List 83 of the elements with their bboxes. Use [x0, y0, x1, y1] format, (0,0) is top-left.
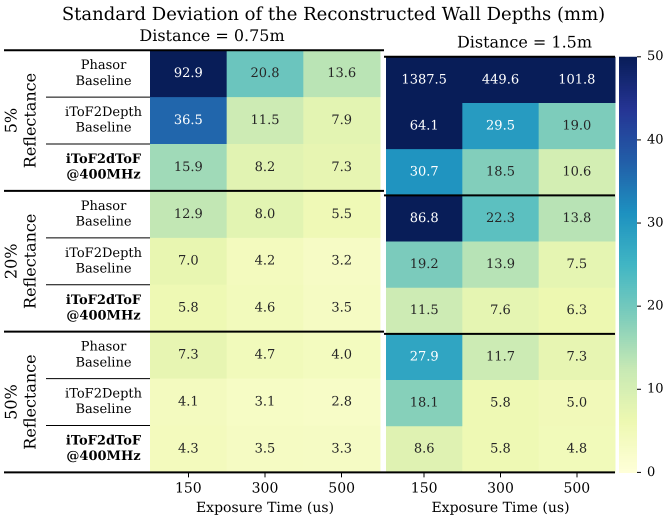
text: 50% Reflectance — [2, 354, 40, 450]
data-label: 13.6 — [327, 66, 356, 82]
data-label: 13.8 — [562, 210, 592, 226]
color-bar-label: 10 — [647, 382, 664, 397]
data-label: 5.5 — [331, 206, 352, 222]
x-tick-label: 500 — [328, 480, 356, 496]
x-tick-label: 300 — [487, 480, 514, 496]
data-label: 86.8 — [410, 210, 439, 226]
data-label: 15.9 — [174, 160, 203, 175]
data-label: 7.9 — [331, 112, 352, 128]
data-label: 4.7 — [254, 347, 276, 362]
data-label: 12.9 — [174, 206, 203, 222]
data-label: 8.6 — [414, 442, 435, 457]
data-label: 5.0 — [566, 396, 588, 411]
data-label: 7.6 — [490, 303, 511, 318]
y-tick-label: iToF2dToF @400MHz — [66, 292, 142, 324]
data-label: 13.9 — [486, 256, 515, 272]
color-bar-label: 40 — [647, 132, 664, 148]
color-bar-label: 0 — [647, 464, 656, 480]
y-tick-label: Phasor Baseline — [75, 198, 132, 230]
data-label: 5.8 — [490, 396, 511, 411]
data-label: 18.1 — [410, 396, 439, 411]
data-label: 4.8 — [566, 442, 588, 457]
data-label: 20.8 — [250, 66, 280, 82]
data-label: 3.2 — [331, 254, 352, 269]
data-label: 3.3 — [331, 441, 352, 456]
data-label: 4.3 — [178, 441, 199, 456]
color-bar-label: 20 — [647, 298, 664, 314]
data-label: 3.5 — [254, 441, 276, 456]
x-axis-title: Exposure Time (us) — [431, 500, 570, 516]
chart-subtitle: Distance = 1.5m — [456, 32, 592, 52]
x-axis-title: Exposure Time (us) — [196, 500, 334, 516]
data-label: 7.3 — [178, 347, 199, 362]
color-bar-label: 50 — [647, 49, 664, 64]
data-label: 18.5 — [486, 164, 515, 180]
data-label: 4.6 — [254, 300, 276, 316]
y-tick-label: iToF2Depth Baseline — [65, 386, 143, 418]
data-label: 92.9 — [174, 66, 203, 82]
chart-subtitle: Distance = 0.75m — [139, 26, 285, 45]
data-label: 19.2 — [410, 256, 439, 272]
data-label: 22.3 — [486, 210, 515, 226]
data-label: 1387.5 — [401, 72, 447, 88]
data-label: 64.1 — [410, 118, 439, 134]
chart-title: Standard Deviation of the Reconstructed Wall Depths (mm) — [60, 4, 606, 26]
data-label: 449.6 — [482, 72, 520, 88]
data-label: 5.8 — [490, 442, 511, 457]
data-label: 3.5 — [331, 300, 352, 316]
x-tick-label: 150 — [410, 480, 438, 496]
data-label: 4.0 — [331, 347, 352, 362]
data-label: 2.8 — [331, 394, 352, 410]
x-tick-label: 500 — [563, 480, 590, 496]
data-label: 7.5 — [566, 256, 588, 272]
data-label: 10.6 — [562, 164, 592, 180]
data-label: 36.5 — [174, 112, 203, 128]
data-label: 4.2 — [254, 254, 276, 269]
data-label: 3.1 — [254, 394, 276, 410]
x-tick-label: 150 — [174, 480, 202, 496]
y-tick-label: iToF2Depth Baseline — [65, 246, 143, 276]
x-tick-label: 300 — [252, 480, 278, 496]
color-bar-label: 30 — [647, 215, 664, 230]
y-tick-label: iToF2dToF @400MHz — [66, 152, 142, 183]
data-label: 7.3 — [566, 349, 588, 364]
data-label: 5.8 — [178, 300, 199, 316]
data-label: 8.2 — [254, 160, 276, 175]
y-tick-label: iToF2Depth Baseline — [65, 105, 143, 136]
text: 20% Reflectance — [2, 214, 40, 309]
data-label: 6.3 — [566, 303, 588, 318]
data-label: 11.7 — [486, 349, 515, 364]
y-tick-label: Phasor Baseline — [75, 58, 132, 89]
data-label: 11.5 — [410, 303, 439, 318]
data-label: 11.5 — [250, 112, 280, 128]
data-label: 7.0 — [178, 254, 199, 269]
data-label: 27.9 — [410, 349, 439, 364]
data-label: 30.7 — [410, 164, 439, 180]
y-tick-label: iToF2dToF @400MHz — [66, 434, 142, 464]
data-label: 7.3 — [331, 160, 352, 175]
data-label: 4.1 — [178, 394, 199, 410]
y-tick-label: Phasor Baseline — [75, 340, 132, 370]
data-label: 101.8 — [558, 72, 596, 88]
data-label: 29.5 — [486, 118, 515, 134]
data-label: 8.0 — [254, 206, 276, 222]
text: 5% Reflectance — [2, 72, 40, 168]
data-label: 19.0 — [562, 118, 592, 134]
